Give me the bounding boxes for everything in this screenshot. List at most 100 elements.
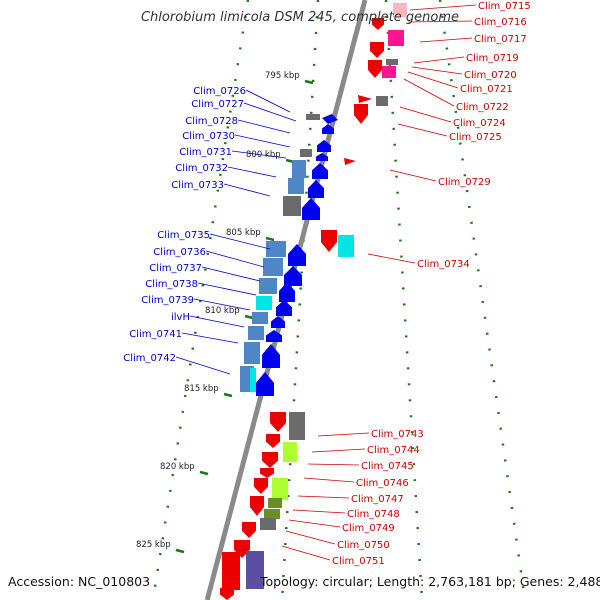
- reverse-gene-arrow: [242, 522, 256, 538]
- reverse-gene-arrow: [250, 496, 264, 516]
- left-gene-label: Clim_0737: [149, 263, 202, 274]
- left-gene-label: Clim_0739: [141, 295, 194, 306]
- right-leader-line: [397, 123, 448, 137]
- left-gene-label: Clim_0732: [175, 163, 228, 174]
- left-leader-line: [243, 102, 297, 122]
- right-gene-label: Clim_0722: [456, 102, 509, 113]
- right-leader-line: [399, 106, 452, 123]
- right-leader-line: [403, 78, 455, 107]
- gene-block: [393, 3, 407, 17]
- right-gene-label: Clim_0724: [453, 118, 506, 129]
- left-gene-label: Clim_0730: [182, 131, 235, 142]
- right-gene-label: Clim_0745: [361, 461, 414, 472]
- right-leader-line: [297, 495, 350, 499]
- label-leaders: [175, 4, 477, 561]
- forward-gene-arrow: [322, 114, 338, 124]
- gene-block: [388, 30, 404, 46]
- gene-block: [306, 114, 320, 120]
- forward-gene-arrow: [256, 372, 274, 396]
- right-leader-line: [281, 545, 331, 561]
- right-leader-line: [367, 253, 416, 264]
- forward-gene-arrow: [262, 344, 280, 368]
- left-gene-label: Clim_0733: [171, 180, 224, 191]
- right-gene-label: Clim_0746: [356, 478, 409, 489]
- kbp-label: 810 kbp: [205, 306, 240, 316]
- gene-block: [222, 552, 240, 590]
- gene-labels: Clim_0726 Clim_0727 Clim_0728 Clim_0730 Clim…: [123, 1, 530, 567]
- gene-block: [248, 326, 264, 340]
- gene-block: [382, 66, 396, 78]
- gene-block: [246, 551, 264, 589]
- left-leader-line: [201, 266, 261, 282]
- gene-block: [289, 412, 305, 440]
- right-gene-label: Clim_0729: [438, 177, 491, 188]
- left-leader-line: [189, 315, 245, 328]
- kbp-tick-mark: [244, 314, 254, 320]
- reverse-gene-arrow: [270, 412, 286, 432]
- map-title: Chlorobium limicola DSM 245, complete ge…: [140, 10, 460, 25]
- kbp-tick-mark: [265, 236, 275, 242]
- forward-gene-arrow: [302, 198, 320, 220]
- right-gene-label: Clim_0744: [367, 445, 420, 456]
- kbp-tick-mark: [223, 392, 233, 398]
- right-leader-line: [317, 432, 370, 437]
- gene-block: [260, 518, 276, 530]
- right-leader-line: [311, 448, 366, 453]
- right-leader-line: [307, 463, 360, 466]
- kbp-tick-mark: [199, 470, 209, 476]
- gene-block: [338, 235, 354, 257]
- right-leader-line: [419, 37, 473, 43]
- reverse-gene-arrow: [254, 478, 268, 494]
- reverse-gene-arrow: [344, 158, 356, 165]
- forward-gene-arrow: [284, 266, 302, 286]
- forward-gene-arrow: [322, 124, 334, 134]
- left-leader-line: [181, 332, 239, 344]
- forward-gene-arrow: [266, 330, 282, 342]
- left-leader-line: [227, 166, 277, 178]
- gene-block: [268, 498, 282, 508]
- accession-text: Accession: NC_010803: [8, 574, 151, 589]
- kbp-label: 820 kbp: [160, 462, 195, 472]
- right-leader-line: [407, 71, 459, 89]
- kbp-label: 825 kbp: [136, 540, 171, 550]
- right-leader-line: [411, 66, 463, 75]
- forward-gene-arrow: [308, 180, 324, 198]
- right-gene-label: Clim_0734: [417, 259, 470, 270]
- reverse-gene-arrow: [321, 230, 337, 252]
- right-leader-line: [409, 4, 477, 11]
- forward-gene-arrow: [316, 153, 328, 161]
- right-gene-label: Clim_0749: [342, 523, 395, 534]
- gene-block: [283, 196, 301, 216]
- left-gene-label: ilvH: [171, 312, 190, 323]
- right-gene-label: Clim_0720: [464, 70, 517, 81]
- gene-block: [288, 178, 304, 194]
- right-gene-label: Clim_0715: [478, 1, 531, 12]
- right-gene-label: Clim_0743: [371, 429, 424, 440]
- left-gene-label: Clim_0728: [185, 116, 238, 127]
- gene-block: [283, 442, 297, 462]
- gene-block: [256, 296, 272, 310]
- reverse-gene-arrow: [354, 104, 368, 124]
- forward-gene-arrow: [317, 140, 331, 152]
- gene-block: [264, 509, 280, 519]
- right-gene-label: Clim_0721: [460, 84, 513, 95]
- left-leader-line: [245, 89, 291, 113]
- kbp-label: 805 kbp: [226, 228, 261, 238]
- right-leader-line: [303, 477, 355, 483]
- left-leader-line: [234, 134, 291, 148]
- gene-block: [386, 59, 398, 65]
- left-gene-label: Clim_0731: [179, 147, 232, 158]
- left-gene-label: Clim_0726: [193, 86, 246, 97]
- right-leader-line: [407, 20, 473, 23]
- forward-gene-arrow: [271, 316, 285, 328]
- right-gene-label: Clim_0751: [332, 556, 385, 567]
- left-leader-line: [209, 233, 271, 250]
- gene-block: [252, 312, 268, 324]
- gene-block: [292, 160, 306, 178]
- gene-block: [244, 342, 260, 364]
- kbp-label: 795 kbp: [265, 71, 300, 81]
- left-gene-label: Clim_0742: [123, 353, 176, 364]
- forward-gene-arrow: [288, 244, 306, 266]
- gene-block: [266, 241, 286, 257]
